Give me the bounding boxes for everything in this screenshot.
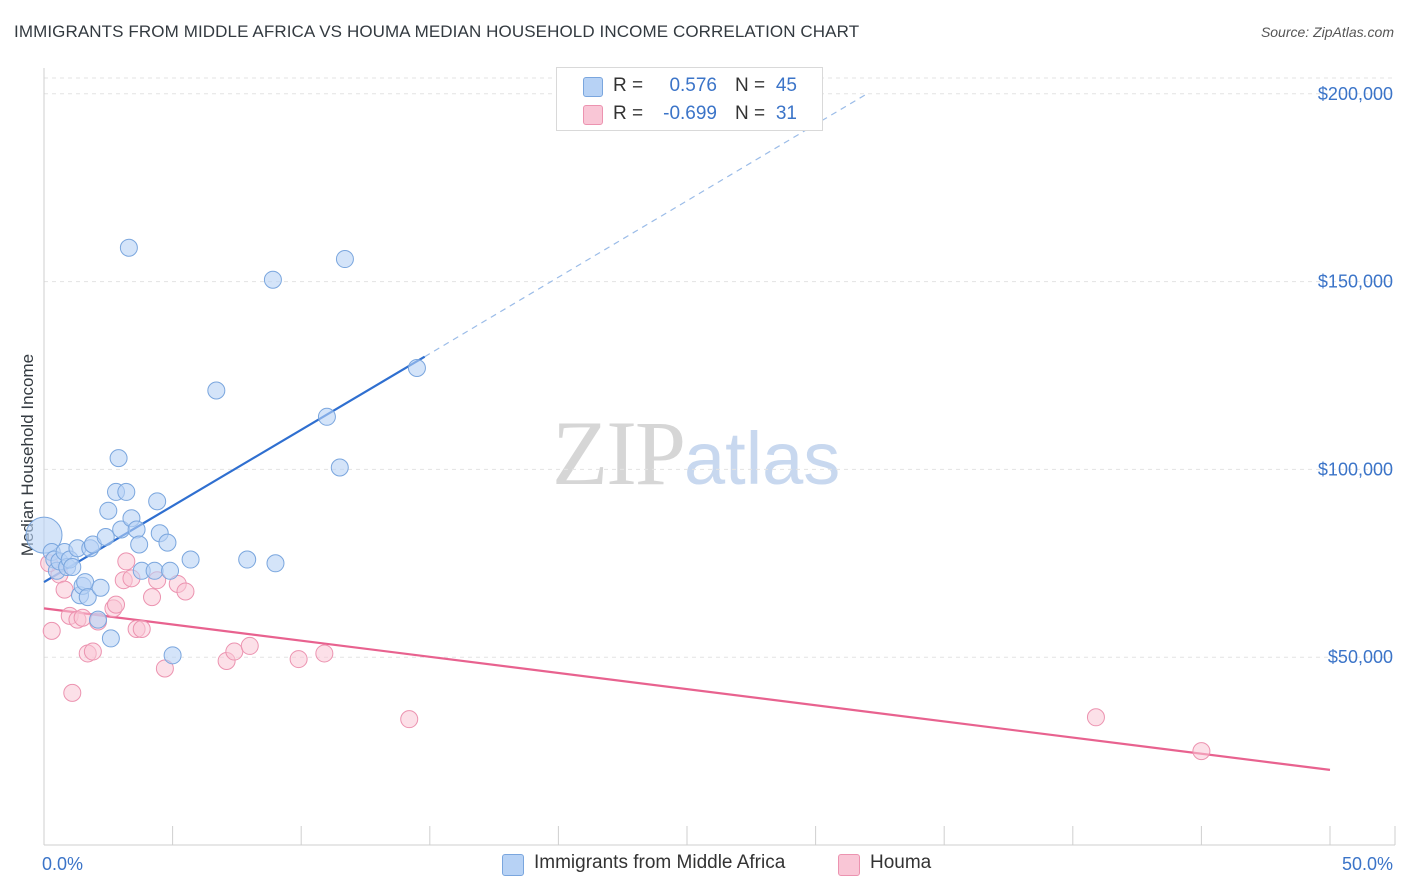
series2-point — [73, 608, 92, 627]
y-tick-labels: $50,000 $100,000 $150,000 $200,000 — [1318, 84, 1393, 667]
series1-point — [158, 533, 177, 552]
legend-r-label: R = — [613, 75, 644, 96]
correlation-legend: R = 0.576 N = 45 R = -0.699 N = 31 — [556, 67, 823, 131]
chart-title: IMMIGRANTS FROM MIDDLE AFRICA VS HOUMA M… — [14, 22, 860, 41]
source-credit: Source: ZipAtlas.com — [1260, 24, 1394, 40]
y-tick-label: $100,000 — [1318, 459, 1393, 479]
bottom-legend-label-series2: Houma — [870, 852, 932, 873]
watermark-zip: ZIP — [552, 402, 686, 504]
series2-point — [155, 659, 174, 678]
series1-point — [89, 610, 108, 629]
legend-n-label: N = — [735, 103, 766, 124]
series2-point — [55, 580, 74, 599]
series2-point — [1086, 708, 1105, 727]
series1-point — [78, 588, 97, 607]
x-tick-labels: 0.0% 50.0% — [42, 854, 1393, 874]
series1-point — [207, 381, 226, 400]
series2-point — [400, 710, 419, 729]
data-points — [25, 238, 1211, 761]
watermark: ZIPatlas — [552, 400, 840, 506]
watermark-atlas: atlas — [684, 417, 841, 500]
legend-row-series2: R = -0.699 N = 31 — [557, 100, 822, 128]
series1-point — [407, 358, 426, 377]
series1-point — [96, 528, 115, 546]
series1-point — [130, 535, 149, 554]
series1-point — [181, 550, 200, 569]
series1-point — [148, 492, 167, 511]
series2-point — [289, 650, 308, 669]
series1-point — [76, 573, 95, 592]
legend-n-value: 45 — [775, 75, 797, 96]
series2-point — [83, 642, 102, 661]
series1-point — [266, 554, 285, 573]
series1-point — [335, 250, 354, 269]
series2-point — [1192, 742, 1211, 761]
series2-point — [117, 552, 136, 571]
x-tick-label-max: 50.0% — [1342, 854, 1393, 874]
series2-point — [143, 588, 162, 607]
legend-row-series1: R = 0.576 N = 45 — [557, 72, 822, 100]
series1-point — [63, 558, 82, 577]
series2-point — [63, 683, 82, 702]
series1-point — [330, 458, 349, 477]
series1-trend-extension — [424, 93, 868, 358]
y-tick-label: $50,000 — [1328, 647, 1393, 667]
series1-point — [119, 238, 138, 257]
series1-point — [161, 561, 180, 580]
legend-swatch-series2 — [583, 105, 603, 125]
series1-point — [145, 561, 164, 580]
series2-point — [107, 595, 126, 614]
series1-point — [99, 501, 118, 520]
series2-point — [42, 621, 61, 640]
axes — [43, 68, 1396, 846]
x-tick-label-min: 0.0% — [42, 854, 83, 874]
series1-point — [263, 270, 282, 289]
legend-r-value: 0.576 — [669, 75, 717, 96]
series2-point — [176, 582, 195, 601]
grid-lines — [44, 77, 1395, 658]
legend-r-value: -0.699 — [663, 103, 717, 124]
legend-n-label: N = — [735, 75, 766, 96]
bottom-legend-label-series1: Immigrants from Middle Africa — [534, 852, 786, 873]
series1-point — [238, 550, 257, 569]
y-tick-label: $200,000 — [1318, 84, 1393, 104]
legend-r-label: R = — [613, 103, 644, 124]
series2-point — [225, 642, 244, 661]
y-tick-label: $150,000 — [1318, 272, 1393, 292]
series1-point — [91, 578, 110, 597]
series2-trend-line — [43, 607, 1331, 771]
series1-point — [109, 449, 128, 468]
series2-point — [240, 636, 259, 655]
trend-lines — [43, 93, 1331, 771]
series1-point — [163, 646, 182, 665]
series1-point — [117, 482, 136, 501]
legend-n-value: 31 — [775, 103, 797, 124]
series2-point — [132, 620, 151, 639]
bottom-legend-swatch-series2 — [838, 854, 860, 876]
bottom-legend-swatch-series1 — [502, 854, 524, 876]
series1-point — [127, 520, 146, 539]
legend-swatch-series1 — [583, 77, 603, 97]
series1-point — [101, 629, 120, 648]
series2-point — [315, 644, 334, 663]
series1-point — [317, 407, 336, 426]
